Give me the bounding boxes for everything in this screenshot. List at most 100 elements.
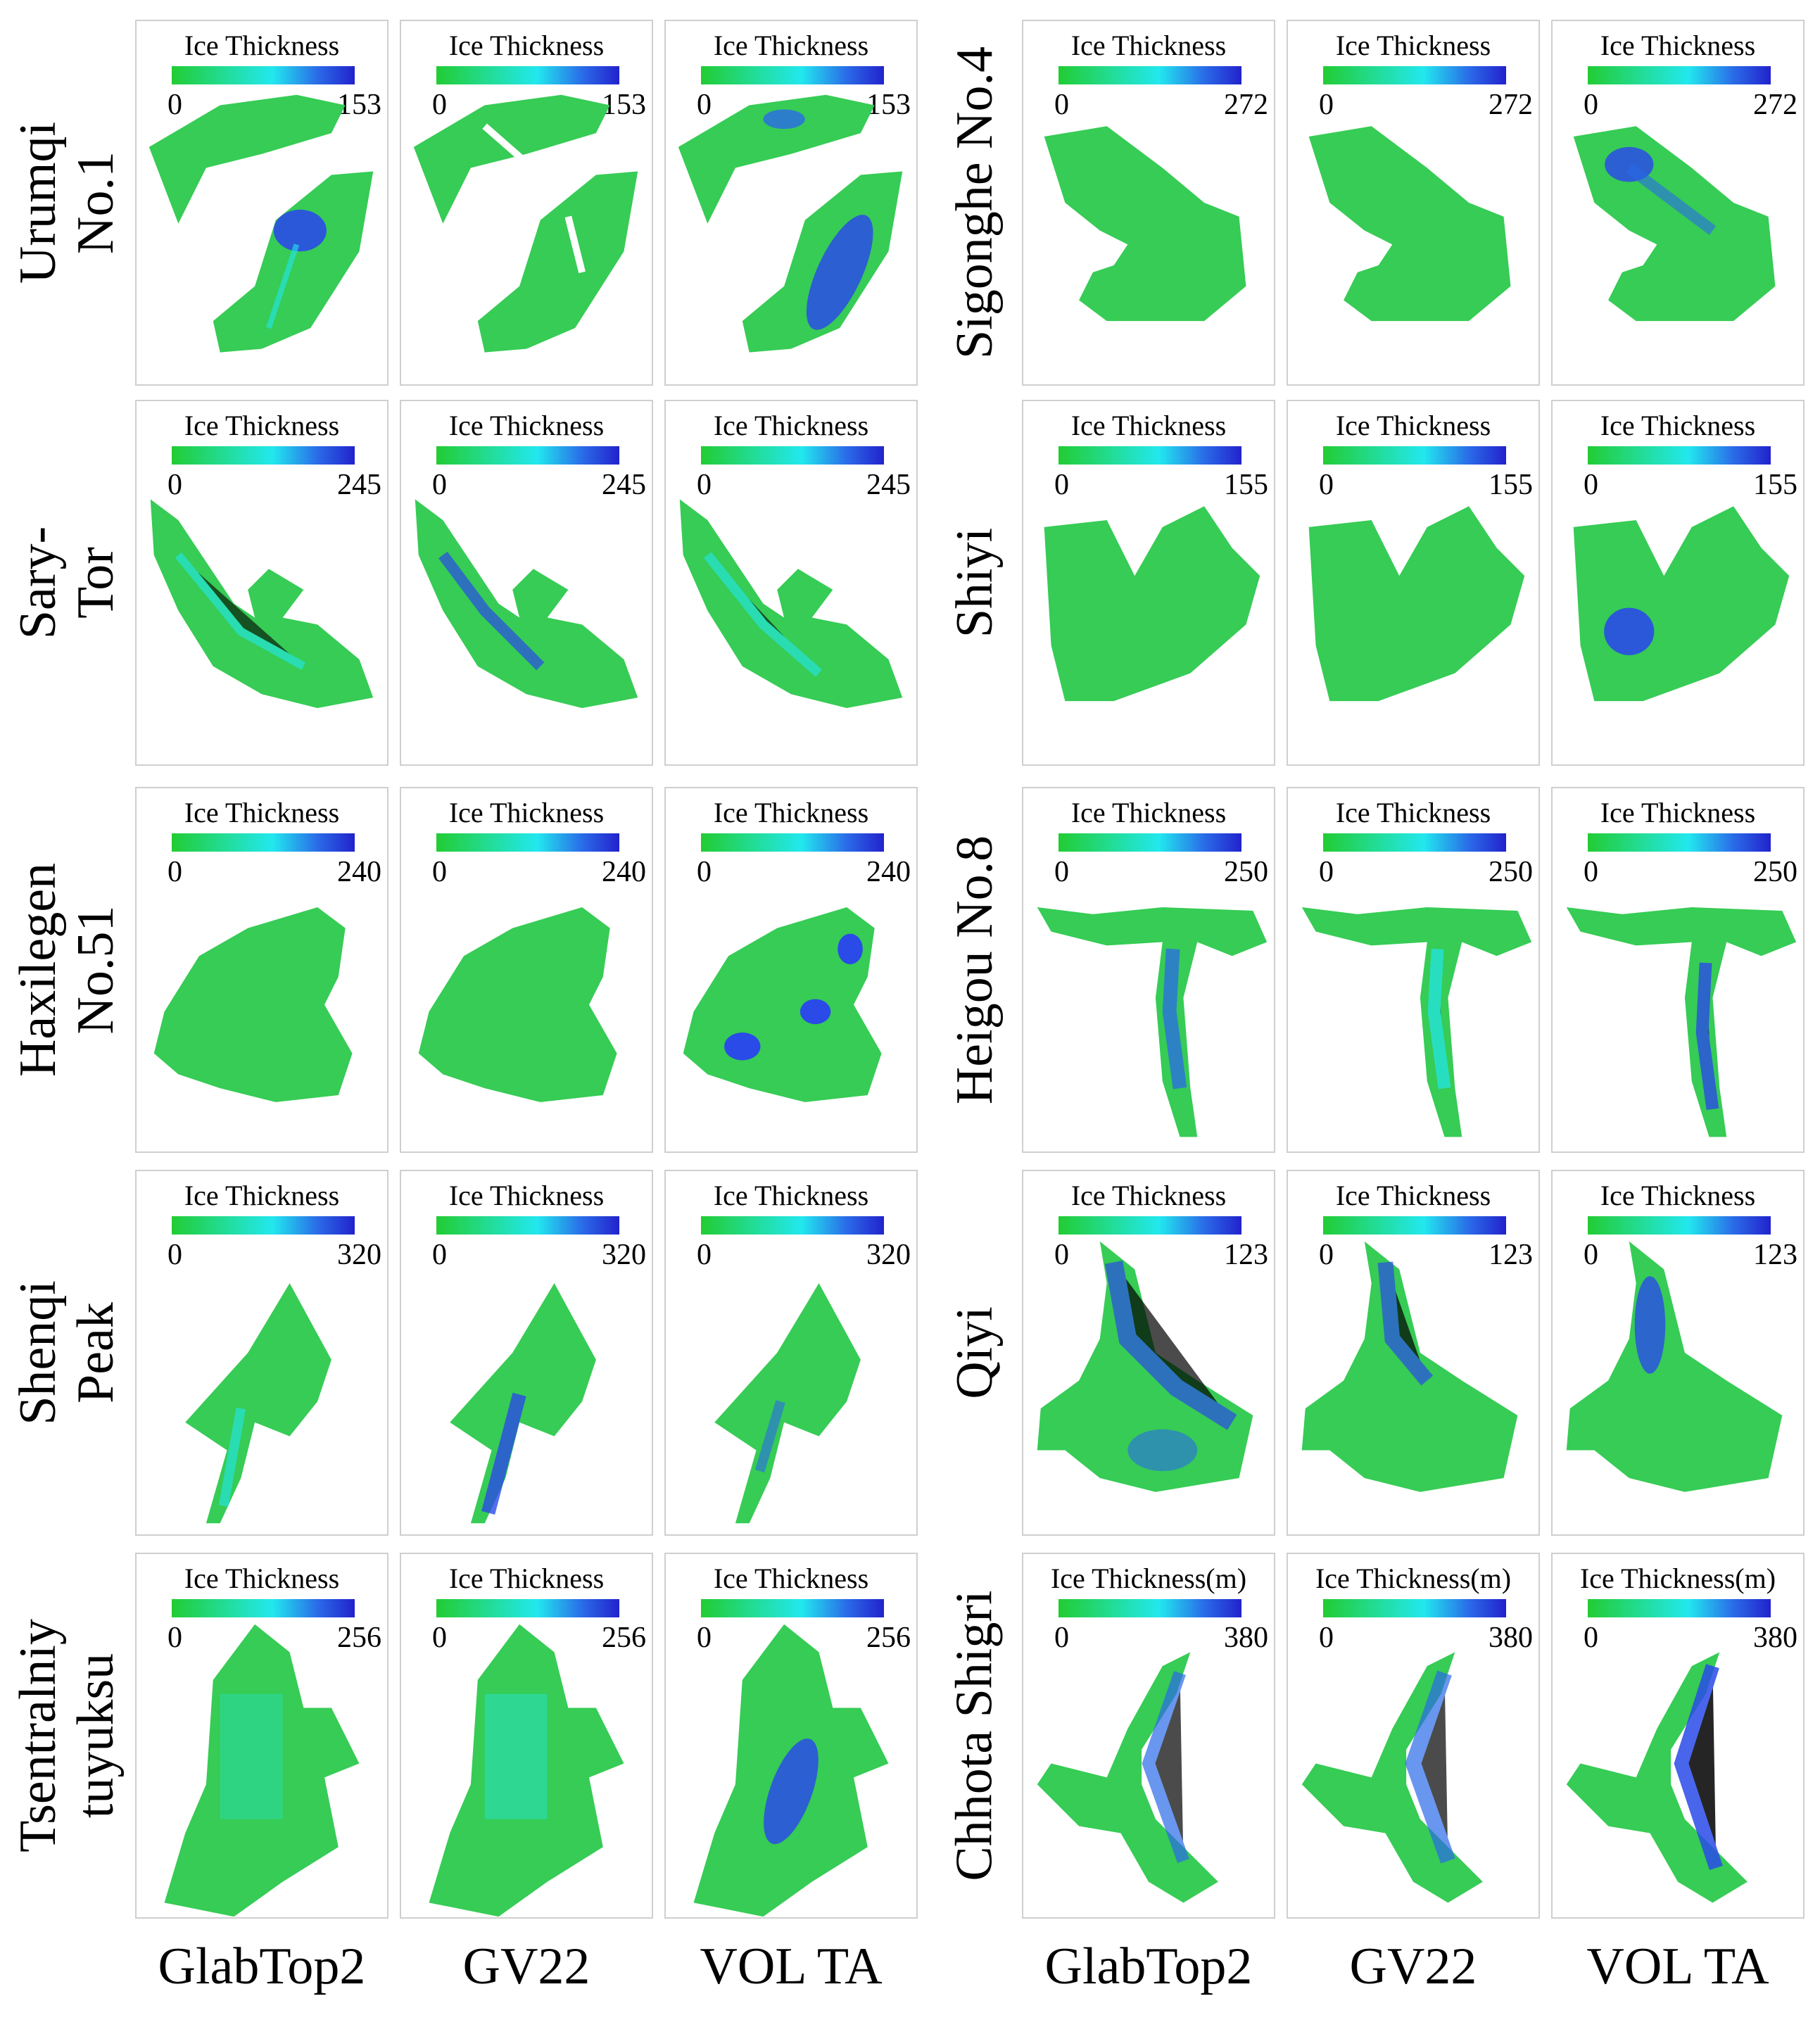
row-label-left: Shenqi Peak	[7, 1170, 127, 1536]
map-panel: Ice Thickness(m) 0 380	[1287, 1553, 1540, 1919]
legend-min-value: 0	[1584, 1622, 1598, 1654]
legend-title: Ice Thickness	[1335, 1180, 1491, 1211]
map-panel: Ice Thickness 0 123	[1551, 1170, 1805, 1536]
colorbar	[1323, 66, 1506, 84]
colorbar	[436, 833, 619, 852]
legend-title: Ice Thickness	[448, 1563, 605, 1594]
colorbar	[1323, 833, 1506, 852]
row-label-left: Sary-Tor	[7, 400, 127, 766]
glacier-thickness-map	[185, 1283, 331, 1524]
legend-max-value: 250	[1753, 856, 1797, 888]
colorbar-legend: Ice Thickness 0 153	[666, 21, 916, 127]
map-panel: Ice Thickness 0 250	[1022, 787, 1275, 1153]
map-panel: Ice Thickness 0 250	[1551, 787, 1805, 1153]
glacier-thickness-map	[1566, 907, 1797, 1137]
colorbar	[701, 446, 884, 465]
glacier-thickness-map	[683, 907, 882, 1102]
legend-max-value: 155	[1224, 469, 1268, 501]
legend-min-value: 0	[1319, 89, 1334, 121]
legend-min-value: 0	[432, 856, 447, 888]
legend-min-value: 0	[1584, 469, 1598, 501]
legend-max-value: 256	[602, 1622, 646, 1654]
glacier-thickness-map	[415, 499, 638, 708]
legend-title: Ice Thickness	[448, 797, 605, 828]
map-panel: Ice Thickness 0 123	[1287, 1170, 1540, 1536]
colorbar	[436, 66, 619, 84]
glacier-thickness-map	[714, 1283, 861, 1524]
colorbar-legend: Ice Thickness 0 272	[1023, 21, 1274, 127]
glacier-thickness-map	[153, 907, 353, 1102]
map-panel: Ice Thickness 0 153	[135, 20, 388, 386]
glacier-name: Shenqi Peak	[9, 1280, 125, 1425]
glacier-thickness-map	[1566, 1241, 1783, 1492]
colorbar	[1588, 66, 1771, 84]
legend-min-value: 0	[168, 469, 182, 501]
glacier-thickness-map	[678, 94, 903, 353]
colorbar	[701, 833, 884, 852]
legend-max-value: 272	[1489, 89, 1533, 121]
legend-max-value: 320	[602, 1239, 646, 1271]
legend-max-value: 240	[337, 856, 381, 888]
glacier-thickness-map	[1566, 1652, 1748, 1903]
glacier-thickness-map	[1037, 907, 1268, 1137]
colorbar	[1588, 1216, 1771, 1235]
colorbar-legend: Ice Thickness 0 153	[401, 21, 652, 127]
colorbar-legend: Ice Thickness 0 123	[1553, 1171, 1803, 1277]
legend-min-value: 0	[1054, 89, 1069, 121]
glacier-name: Sigonghe No.4	[946, 46, 1004, 359]
legend-title: Ice Thickness	[1070, 797, 1227, 828]
map-panel: Ice Thickness 0 256	[400, 1553, 653, 1919]
legend-title: Ice Thickness	[184, 1180, 340, 1211]
glacier-thickness-map	[1308, 506, 1525, 702]
legend-min-value: 0	[168, 856, 182, 888]
glacier-thickness-map	[693, 1624, 889, 1917]
glacier-thickness-map	[1573, 506, 1790, 702]
colorbar	[436, 446, 619, 465]
column-label: GlabTop2	[158, 1938, 366, 1995]
legend-min-value: 0	[168, 1622, 182, 1654]
legend-title: Ice Thickness	[713, 410, 869, 441]
legend-min-value: 0	[1054, 1239, 1069, 1271]
colorbar-legend: Ice Thickness 0 153	[137, 21, 387, 127]
glacier-thickness-map	[679, 499, 903, 708]
glacier-thickness-map	[1308, 126, 1511, 322]
row-label-right: Shiyi	[936, 400, 1013, 766]
glacier-thickness-map	[150, 499, 374, 708]
legend-title: Ice Thickness	[184, 410, 340, 441]
glacier-name: Haxilegen No.51	[9, 862, 125, 1078]
legend-title: Ice Thickness	[1600, 30, 1756, 61]
colorbar-legend: Ice Thickness 0 155	[1288, 401, 1538, 507]
colorbar	[1323, 446, 1506, 465]
column-label: GV22	[1349, 1938, 1477, 1995]
row-label-left: Haxilegen No.51	[7, 787, 127, 1153]
row-label-right: Chhota Shigri	[936, 1553, 1013, 1919]
colorbar	[1588, 833, 1771, 852]
legend-max-value: 320	[337, 1239, 381, 1271]
legend-min-value: 0	[697, 856, 712, 888]
colorbar-legend: Ice Thickness(m) 0 380	[1288, 1554, 1538, 1660]
colorbar-legend: Ice Thickness 0 155	[1023, 401, 1274, 507]
legend-min-value: 0	[168, 1239, 182, 1271]
colorbar	[1588, 1599, 1771, 1617]
legend-min-value: 0	[1054, 1622, 1069, 1654]
map-panel: Ice Thickness 0 256	[135, 1553, 388, 1919]
legend-min-value: 0	[1319, 1622, 1334, 1654]
legend-min-value: 0	[1319, 856, 1334, 888]
legend-title: Ice Thickness(m)	[1050, 1563, 1247, 1594]
glacier-thickness-map	[1044, 506, 1260, 702]
legend-max-value: 123	[1224, 1239, 1268, 1271]
colorbar-legend: Ice Thickness(m) 0 380	[1023, 1554, 1274, 1660]
glacier-thickness-map	[1301, 1241, 1518, 1492]
glacier-name: Shiyi	[946, 527, 1004, 638]
colorbar-legend: Ice Thickness 0 272	[1288, 21, 1538, 127]
legend-min-value: 0	[1054, 856, 1069, 888]
colorbar	[172, 1599, 355, 1617]
map-panel: Ice Thickness 0 155	[1287, 400, 1540, 766]
glacier-name: Tsentralniy tuyuksu	[9, 1619, 125, 1852]
map-panel: Ice Thickness 0 272	[1551, 20, 1805, 386]
legend-max-value: 245	[866, 469, 911, 501]
legend-title: Ice Thickness	[713, 30, 869, 61]
legend-max-value: 272	[1753, 89, 1797, 121]
glacier-thickness-map	[1037, 1241, 1253, 1492]
map-panel: Ice Thickness(m) 0 380	[1022, 1553, 1275, 1919]
